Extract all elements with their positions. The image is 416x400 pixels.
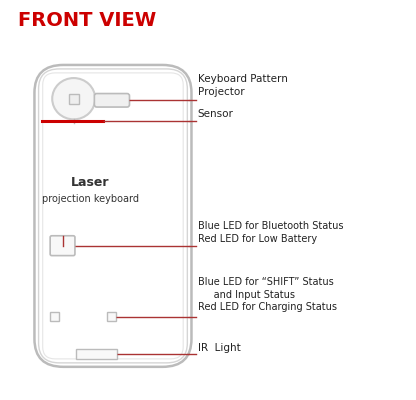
Circle shape <box>52 78 95 119</box>
Text: IR  Light: IR Light <box>198 342 240 352</box>
Bar <box>50 312 59 321</box>
Text: Blue LED for “SHIFT” Status
     and Input Status
Red LED for Charging Status: Blue LED for “SHIFT” Status and Input St… <box>198 277 337 312</box>
Text: Blue LED for Bluetooth Status
Red LED for Low Battery: Blue LED for Bluetooth Status Red LED fo… <box>198 221 343 244</box>
Text: projection keyboard: projection keyboard <box>42 194 139 204</box>
FancyBboxPatch shape <box>35 65 191 367</box>
Bar <box>107 312 116 321</box>
Text: Keyboard Pattern
Projector: Keyboard Pattern Projector <box>198 74 287 97</box>
Text: Sensor: Sensor <box>198 109 233 119</box>
Bar <box>76 349 117 359</box>
Text: Laser: Laser <box>71 176 109 189</box>
FancyBboxPatch shape <box>94 94 129 107</box>
Text: FRONT VIEW: FRONT VIEW <box>18 11 156 30</box>
FancyBboxPatch shape <box>50 236 75 256</box>
Bar <box>69 94 79 104</box>
